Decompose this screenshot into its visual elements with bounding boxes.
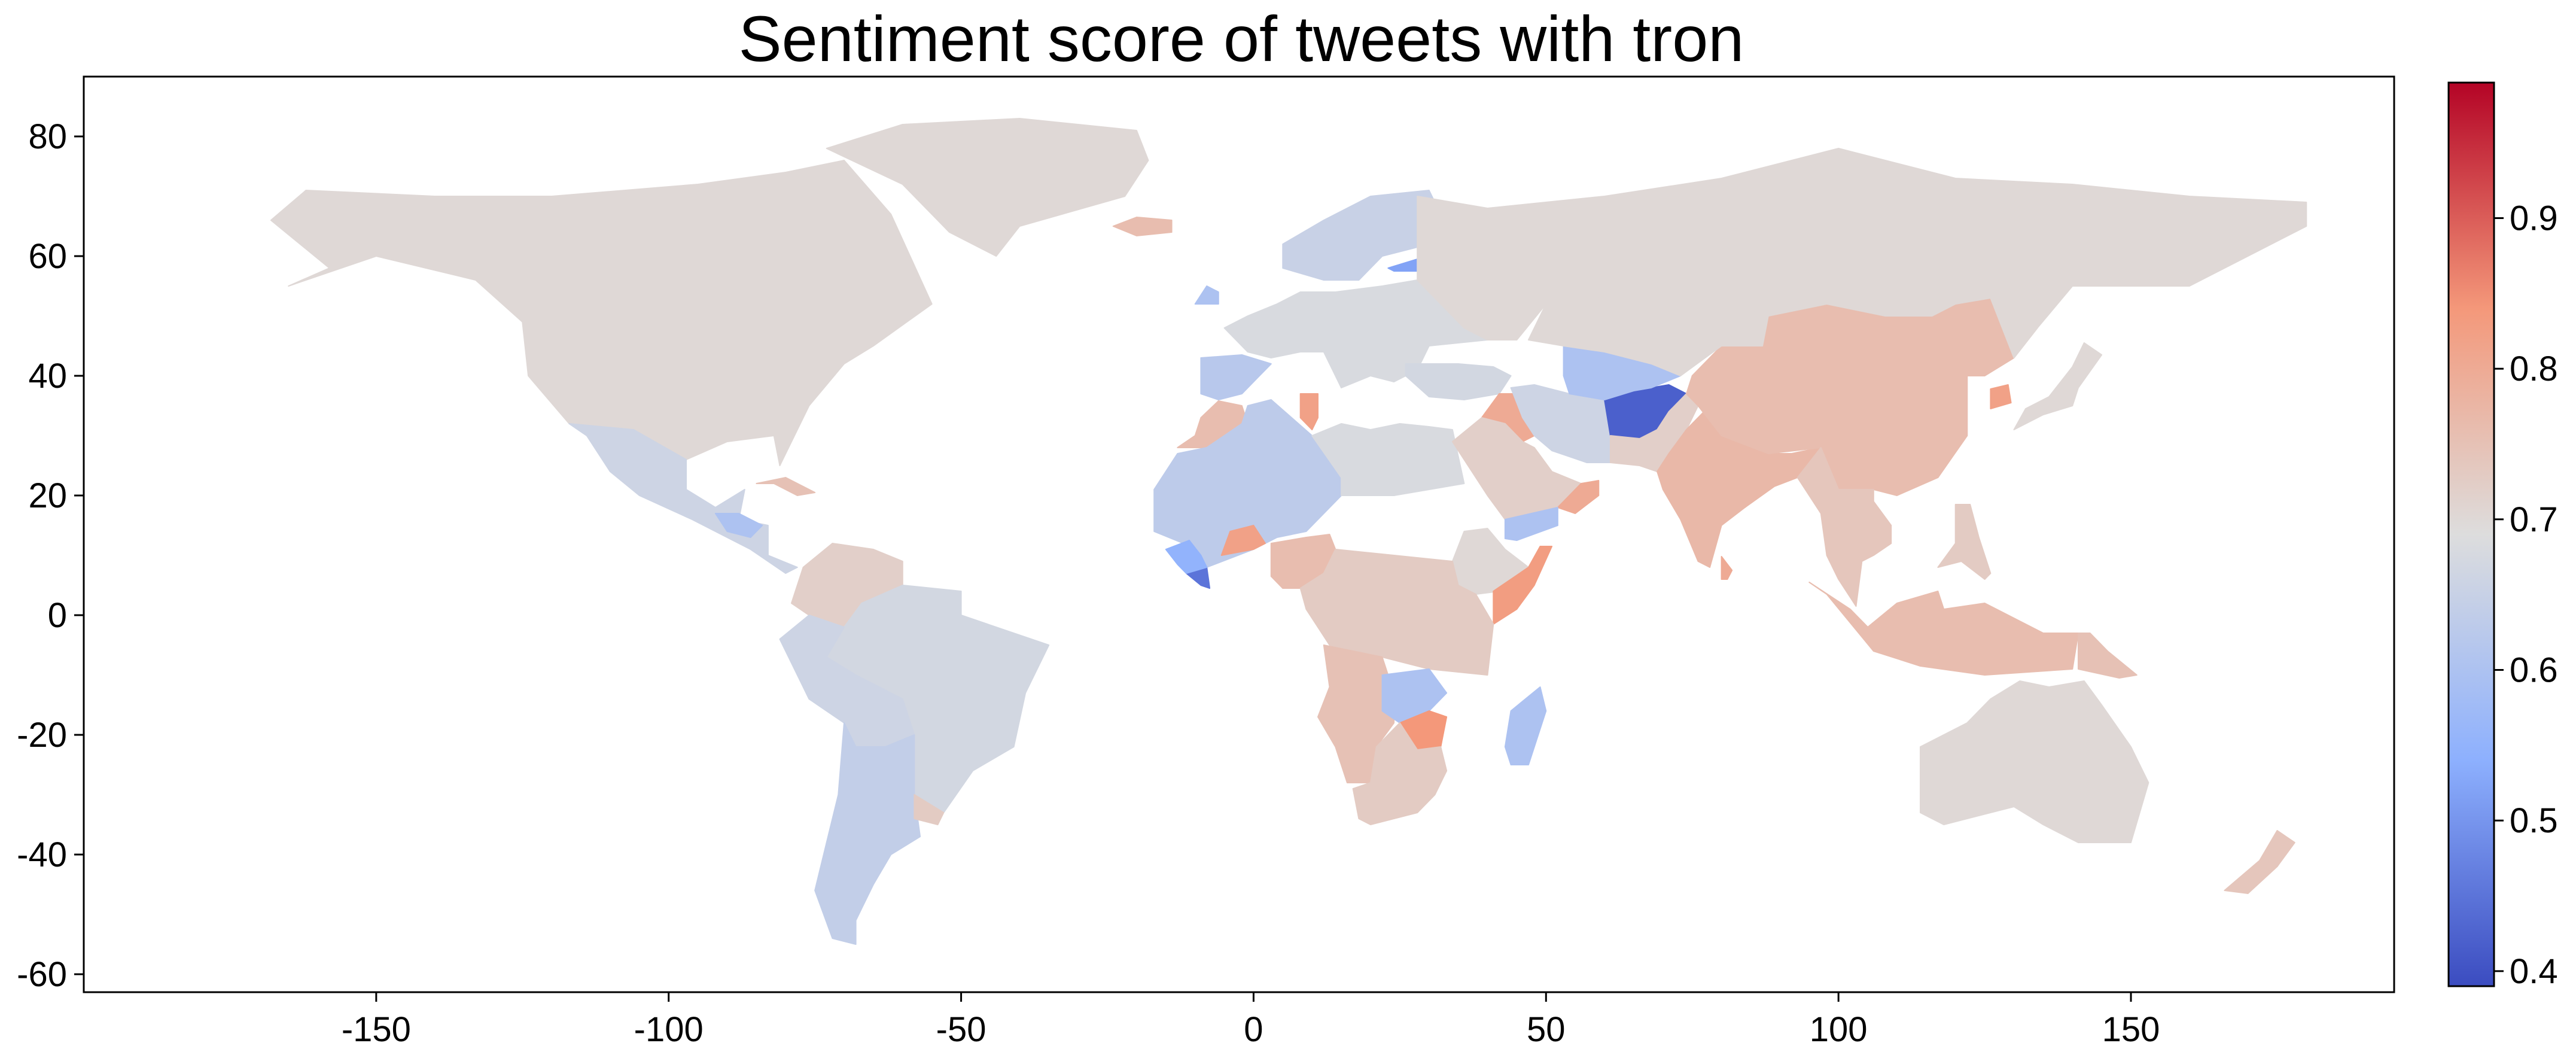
region-greenland	[826, 118, 1149, 257]
colorbar-tick-label: 0.9	[2510, 199, 2558, 238]
region-uruguay	[914, 794, 945, 825]
y-tick-label: 40	[28, 357, 67, 396]
region-peru-bolivia	[779, 615, 915, 747]
region-philippines	[1937, 504, 1992, 580]
region-estonia	[1387, 259, 1418, 272]
y-tick-label: -40	[17, 835, 67, 874]
region-sierra-leone-guinea	[1165, 540, 1208, 574]
chart-title: Sentiment score of tweets with tron	[739, 2, 1744, 75]
region-kazakhstan	[1528, 285, 1769, 376]
axis-ticks: -150 -100 -50 0 50 100 150 -60 -40 -20 0 20 40 60 80	[17, 117, 2160, 1049]
x-tick-label: -50	[936, 1010, 986, 1049]
region-guatemala-honduras	[714, 513, 763, 538]
x-tick-label: 100	[1810, 1010, 1868, 1049]
region-north-america-canada-usa	[270, 160, 933, 466]
y-tick-label: -20	[17, 716, 67, 755]
region-cuba	[756, 477, 816, 496]
region-south-korea	[1990, 384, 2012, 409]
region-central-africa	[1299, 549, 1494, 676]
colorbar-tick-label: 0.8	[2510, 349, 2558, 388]
region-new-zealand	[2224, 830, 2295, 894]
map-regions	[270, 118, 2307, 945]
region-south-africa	[1352, 722, 1448, 825]
y-tick-label: -60	[17, 955, 67, 994]
region-japan	[2013, 342, 2103, 430]
x-tick-label: -150	[342, 1010, 411, 1049]
region-iceland	[1112, 217, 1173, 236]
region-yemen	[1504, 507, 1558, 541]
colorbar-ticks: 0.4 0.5 0.6 0.7 0.8 0.9	[2494, 199, 2558, 991]
region-saudi-arabia-gulf	[1451, 417, 1582, 520]
region-iberia	[1200, 354, 1272, 400]
region-egypt-libya	[1311, 423, 1465, 496]
y-tick-label: 60	[28, 237, 67, 276]
region-argentina-chile	[814, 722, 921, 945]
y-tick-label: 20	[28, 476, 67, 515]
region-southeast-asia	[1796, 447, 1892, 607]
region-australia	[1920, 680, 2149, 843]
region-europe-rest	[1223, 279, 1488, 388]
x-tick-label: 50	[1527, 1010, 1566, 1049]
x-tick-label: 150	[2102, 1010, 2160, 1049]
region-ireland	[1194, 285, 1219, 305]
colorbar-tick-label: 0.6	[2510, 651, 2558, 690]
x-tick-label: -100	[634, 1010, 704, 1049]
region-sri-lanka	[1721, 556, 1733, 580]
y-tick-label: 0	[48, 596, 67, 635]
x-tick-label: 0	[1244, 1010, 1263, 1049]
region-somalia	[1493, 546, 1553, 625]
region-burkina-faso	[1220, 525, 1266, 556]
colorbar	[2447, 81, 2495, 987]
y-tick-label: 80	[28, 117, 67, 156]
region-turkey	[1405, 363, 1512, 400]
region-madagascar	[1504, 686, 1547, 765]
colorbar-tick-label: 0.4	[2510, 952, 2558, 991]
region-oman	[1557, 480, 1600, 514]
region-indonesia	[1808, 582, 2079, 676]
colorbar-tick-label: 0.5	[2510, 801, 2558, 840]
region-tunisia	[1299, 393, 1319, 430]
region-mexico-central-america	[568, 423, 798, 574]
region-papua-new-guinea	[2078, 633, 2137, 679]
colorbar-tick-label: 0.7	[2510, 500, 2558, 539]
map-frame	[83, 75, 2395, 993]
